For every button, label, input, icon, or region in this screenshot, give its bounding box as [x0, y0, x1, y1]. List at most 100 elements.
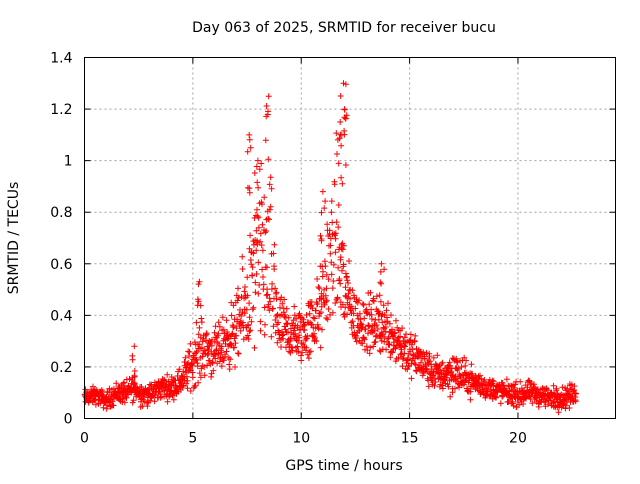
- data-point: [535, 403, 542, 410]
- data-point: [361, 336, 368, 343]
- data-point: [411, 338, 418, 345]
- data-point: [197, 374, 204, 381]
- data-point: [256, 282, 263, 288]
- data-point: [338, 132, 345, 138]
- data-point: [227, 356, 234, 363]
- data-point: [525, 377, 532, 384]
- data-point: [562, 395, 569, 402]
- data-point: [316, 285, 323, 292]
- data-point: [164, 398, 171, 405]
- data-point: [385, 334, 392, 341]
- data-point: [348, 319, 355, 326]
- data-point: [249, 264, 256, 271]
- data-point: [412, 332, 419, 339]
- data-point: [246, 300, 253, 307]
- data-point: [220, 357, 227, 364]
- data-point: [550, 382, 557, 389]
- data-point: [421, 353, 428, 360]
- data-point: [382, 324, 389, 330]
- data-point: [237, 327, 244, 334]
- data-point: [235, 285, 241, 292]
- data-point: [283, 305, 290, 312]
- data-point: [193, 356, 200, 363]
- data-point: [253, 247, 260, 254]
- data-point: [194, 296, 201, 303]
- data-point: [553, 385, 560, 392]
- data-point: [337, 254, 344, 261]
- data-point: [360, 302, 367, 308]
- data-point: [144, 403, 151, 410]
- data-point: [322, 198, 329, 205]
- data-point: [210, 367, 217, 374]
- data-point: [211, 329, 218, 336]
- data-point: [261, 304, 268, 311]
- data-point: [138, 383, 145, 390]
- data-point: [274, 339, 281, 346]
- data-point: [262, 321, 268, 328]
- data-point: [399, 363, 406, 370]
- data-point: [266, 181, 273, 188]
- data-point: [182, 354, 189, 361]
- data-point: [347, 295, 353, 302]
- data-point: [292, 330, 299, 337]
- data-point: [253, 271, 260, 277]
- data-point: [187, 340, 194, 347]
- data-point: [246, 136, 253, 143]
- data-point: [342, 115, 349, 122]
- data-point: [458, 364, 465, 370]
- data-point: [157, 394, 164, 401]
- data-point: [82, 386, 89, 393]
- data-point: [189, 362, 196, 369]
- data-point: [234, 297, 241, 304]
- data-point: [225, 354, 232, 361]
- data-point: [333, 219, 340, 226]
- data-point: [455, 365, 462, 372]
- data-point: [121, 399, 128, 406]
- data-point: [336, 135, 343, 142]
- data-point: [303, 312, 310, 318]
- data-point: [226, 366, 233, 373]
- data-point: [357, 320, 364, 327]
- data-point: [265, 156, 272, 163]
- plot-frame: [84, 57, 616, 419]
- data-point: [339, 246, 346, 253]
- data-point: [185, 348, 192, 355]
- data-point: [352, 305, 359, 312]
- data-point: [332, 300, 339, 306]
- data-point: [254, 157, 261, 164]
- data-point: [337, 119, 344, 125]
- data-point: [264, 264, 270, 271]
- data-point: [328, 209, 335, 216]
- data-point: [179, 383, 186, 390]
- data-point: [204, 352, 211, 358]
- data-point: [409, 346, 416, 353]
- data-point: [263, 228, 270, 234]
- data-point: [310, 314, 317, 321]
- data-point: [325, 276, 332, 283]
- data-point: [335, 264, 342, 271]
- data-point: [397, 333, 404, 340]
- data-point: [306, 349, 313, 356]
- data-point: [439, 359, 446, 366]
- data-point: [259, 266, 266, 273]
- data-point: [383, 307, 390, 314]
- data-point: [555, 409, 562, 416]
- data-point: [373, 293, 380, 300]
- data-point: [311, 330, 317, 337]
- data-point: [301, 327, 308, 334]
- data-point: [246, 245, 253, 252]
- x-tick-label: 0: [80, 431, 89, 447]
- data-point: [176, 366, 183, 373]
- data-point: [367, 289, 374, 296]
- data-point: [199, 338, 206, 345]
- data-point: [284, 321, 291, 328]
- data-point: [337, 93, 344, 99]
- x-axis-label: GPS time / hours: [285, 458, 402, 474]
- data-point: [377, 298, 384, 305]
- data-point: [285, 329, 291, 336]
- data-point: [244, 148, 251, 155]
- data-point: [306, 310, 313, 317]
- data-point: [510, 402, 517, 409]
- data-point: [249, 306, 256, 313]
- data-point: [404, 354, 411, 361]
